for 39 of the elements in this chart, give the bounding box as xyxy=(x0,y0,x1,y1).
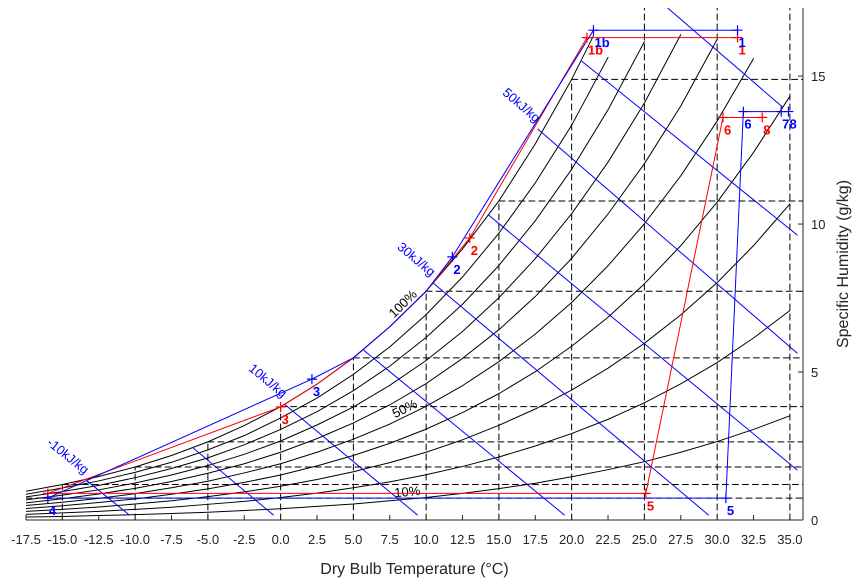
series-label: 3 xyxy=(282,412,289,427)
x-tick-label: -2.5 xyxy=(233,532,256,547)
x-tick-label: 7.5 xyxy=(380,532,399,547)
series-label: 5 xyxy=(726,503,734,518)
x-tick-label: 10.0 xyxy=(413,532,439,547)
x-tick-label: 27.5 xyxy=(668,532,694,547)
y-tick-label: 15 xyxy=(811,69,826,84)
x-tick-label: -5.0 xyxy=(196,532,220,547)
x-tick-label: -17.5 xyxy=(11,532,41,547)
series-label: 5 xyxy=(646,498,654,514)
x-tick-label: 25.0 xyxy=(632,532,658,547)
series-label: 7 xyxy=(782,116,790,132)
x-tick-label: 22.5 xyxy=(595,532,621,547)
y-tick-label: 10 xyxy=(811,217,826,232)
series-label: 2 xyxy=(470,242,478,258)
series-label: 2 xyxy=(453,262,461,277)
x-tick-label: 30.0 xyxy=(704,532,730,547)
series-label: 3 xyxy=(312,384,320,400)
x-tick-label: -10.0 xyxy=(120,532,150,547)
x-tick-label: 5.0 xyxy=(344,532,362,547)
series-label: 6 xyxy=(744,116,752,132)
x-tick-label: 35.0 xyxy=(777,532,803,547)
x-tick-label: 12.5 xyxy=(450,532,476,547)
y-tick-label: 5 xyxy=(811,365,818,380)
x-tick-label: 2.5 xyxy=(308,532,326,547)
x-tick-label: 15.0 xyxy=(486,532,512,547)
x-tick-label: -12.5 xyxy=(84,532,114,547)
x-tick-label: 0.0 xyxy=(272,532,290,547)
series-label: 6 xyxy=(724,122,732,138)
x-tick-label: 20.0 xyxy=(558,532,584,547)
x-tick-label: 32.5 xyxy=(740,532,766,547)
y-axis-title: Specific Humidity (g/kg) xyxy=(835,180,852,348)
x-tick-label: 17.5 xyxy=(522,532,548,547)
x-axis-title: Dry Bulb Temperature (°C) xyxy=(320,561,509,578)
series-label: 8 xyxy=(789,116,797,132)
y-tick-label: 0 xyxy=(811,513,818,528)
text: 50% xyxy=(390,396,420,421)
x-tick-label: -7.5 xyxy=(160,532,183,547)
x-tick-label: -15.0 xyxy=(48,532,78,547)
